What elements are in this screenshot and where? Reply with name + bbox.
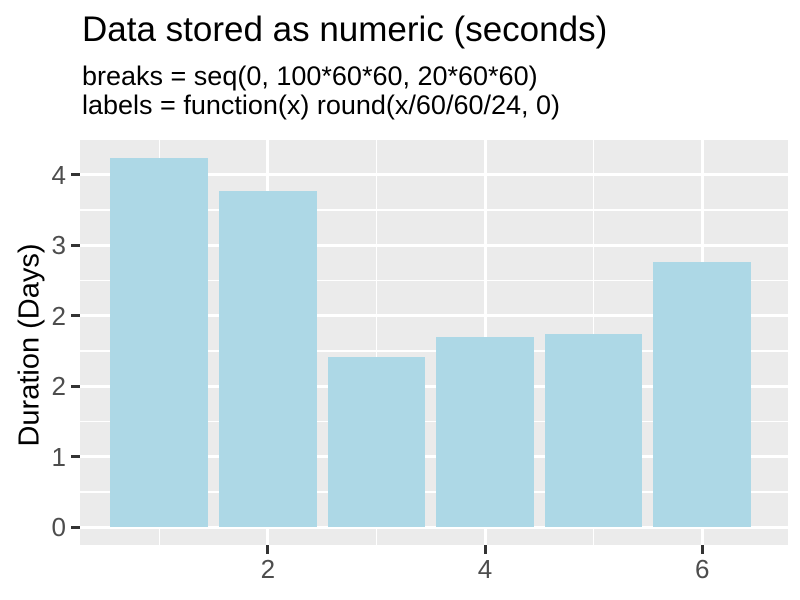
y-tick-label: 4 (51, 159, 66, 190)
x-tick-mark (266, 545, 270, 554)
y-minor-gridline (80, 350, 788, 352)
x-tick-mark (700, 545, 704, 554)
chart-subtitle: breaks = seq(0, 100*60*60, 20*60*60) lab… (82, 62, 560, 120)
y-major-gridline (80, 525, 788, 529)
y-major-gridline (80, 384, 788, 388)
x-tick-label: 4 (477, 554, 493, 584)
y-tick-mark (71, 243, 80, 247)
y-tick-label: 1 (51, 441, 66, 472)
x-tick-label: 6 (694, 554, 710, 584)
y-tick-mark (71, 384, 80, 388)
y-tick-mark (71, 173, 80, 177)
y-minor-gridline (80, 209, 788, 211)
bar (544, 333, 643, 528)
plot-panel (80, 139, 788, 545)
y-minor-gridline (80, 139, 788, 141)
x-tick-mark (483, 545, 487, 554)
bar (218, 190, 317, 528)
bar (653, 261, 752, 528)
subtitle-line-1: breaks = seq(0, 100*60*60, 20*60*60) (82, 61, 538, 91)
y-major-gridline (80, 173, 788, 177)
bar (327, 357, 426, 528)
y-axis-title: Duration (Days) (13, 243, 46, 447)
y-major-gridline (80, 243, 788, 247)
y-minor-gridline (80, 420, 788, 423)
y-tick-label: 0 (51, 512, 66, 543)
x-tick-label: 2 (260, 554, 276, 584)
bar (110, 158, 209, 528)
y-major-gridline (80, 314, 788, 318)
y-minor-gridline (80, 491, 788, 493)
bar (436, 336, 534, 528)
chart-title: Data stored as numeric (seconds) (82, 10, 608, 49)
y-tick-label: 3 (51, 230, 66, 261)
y-major-gridline (80, 455, 788, 459)
y-minor-gridline (80, 279, 788, 282)
x-minor-gridline (375, 139, 378, 545)
y-tick-mark (71, 525, 80, 529)
y-tick-mark (71, 314, 80, 318)
y-tick-mark (71, 455, 80, 459)
subtitle-line-2: labels = function(x) round(x/60/60/24, 0… (82, 90, 561, 120)
y-tick-label: 2 (51, 371, 66, 402)
y-tick-label: 2 (51, 300, 66, 331)
